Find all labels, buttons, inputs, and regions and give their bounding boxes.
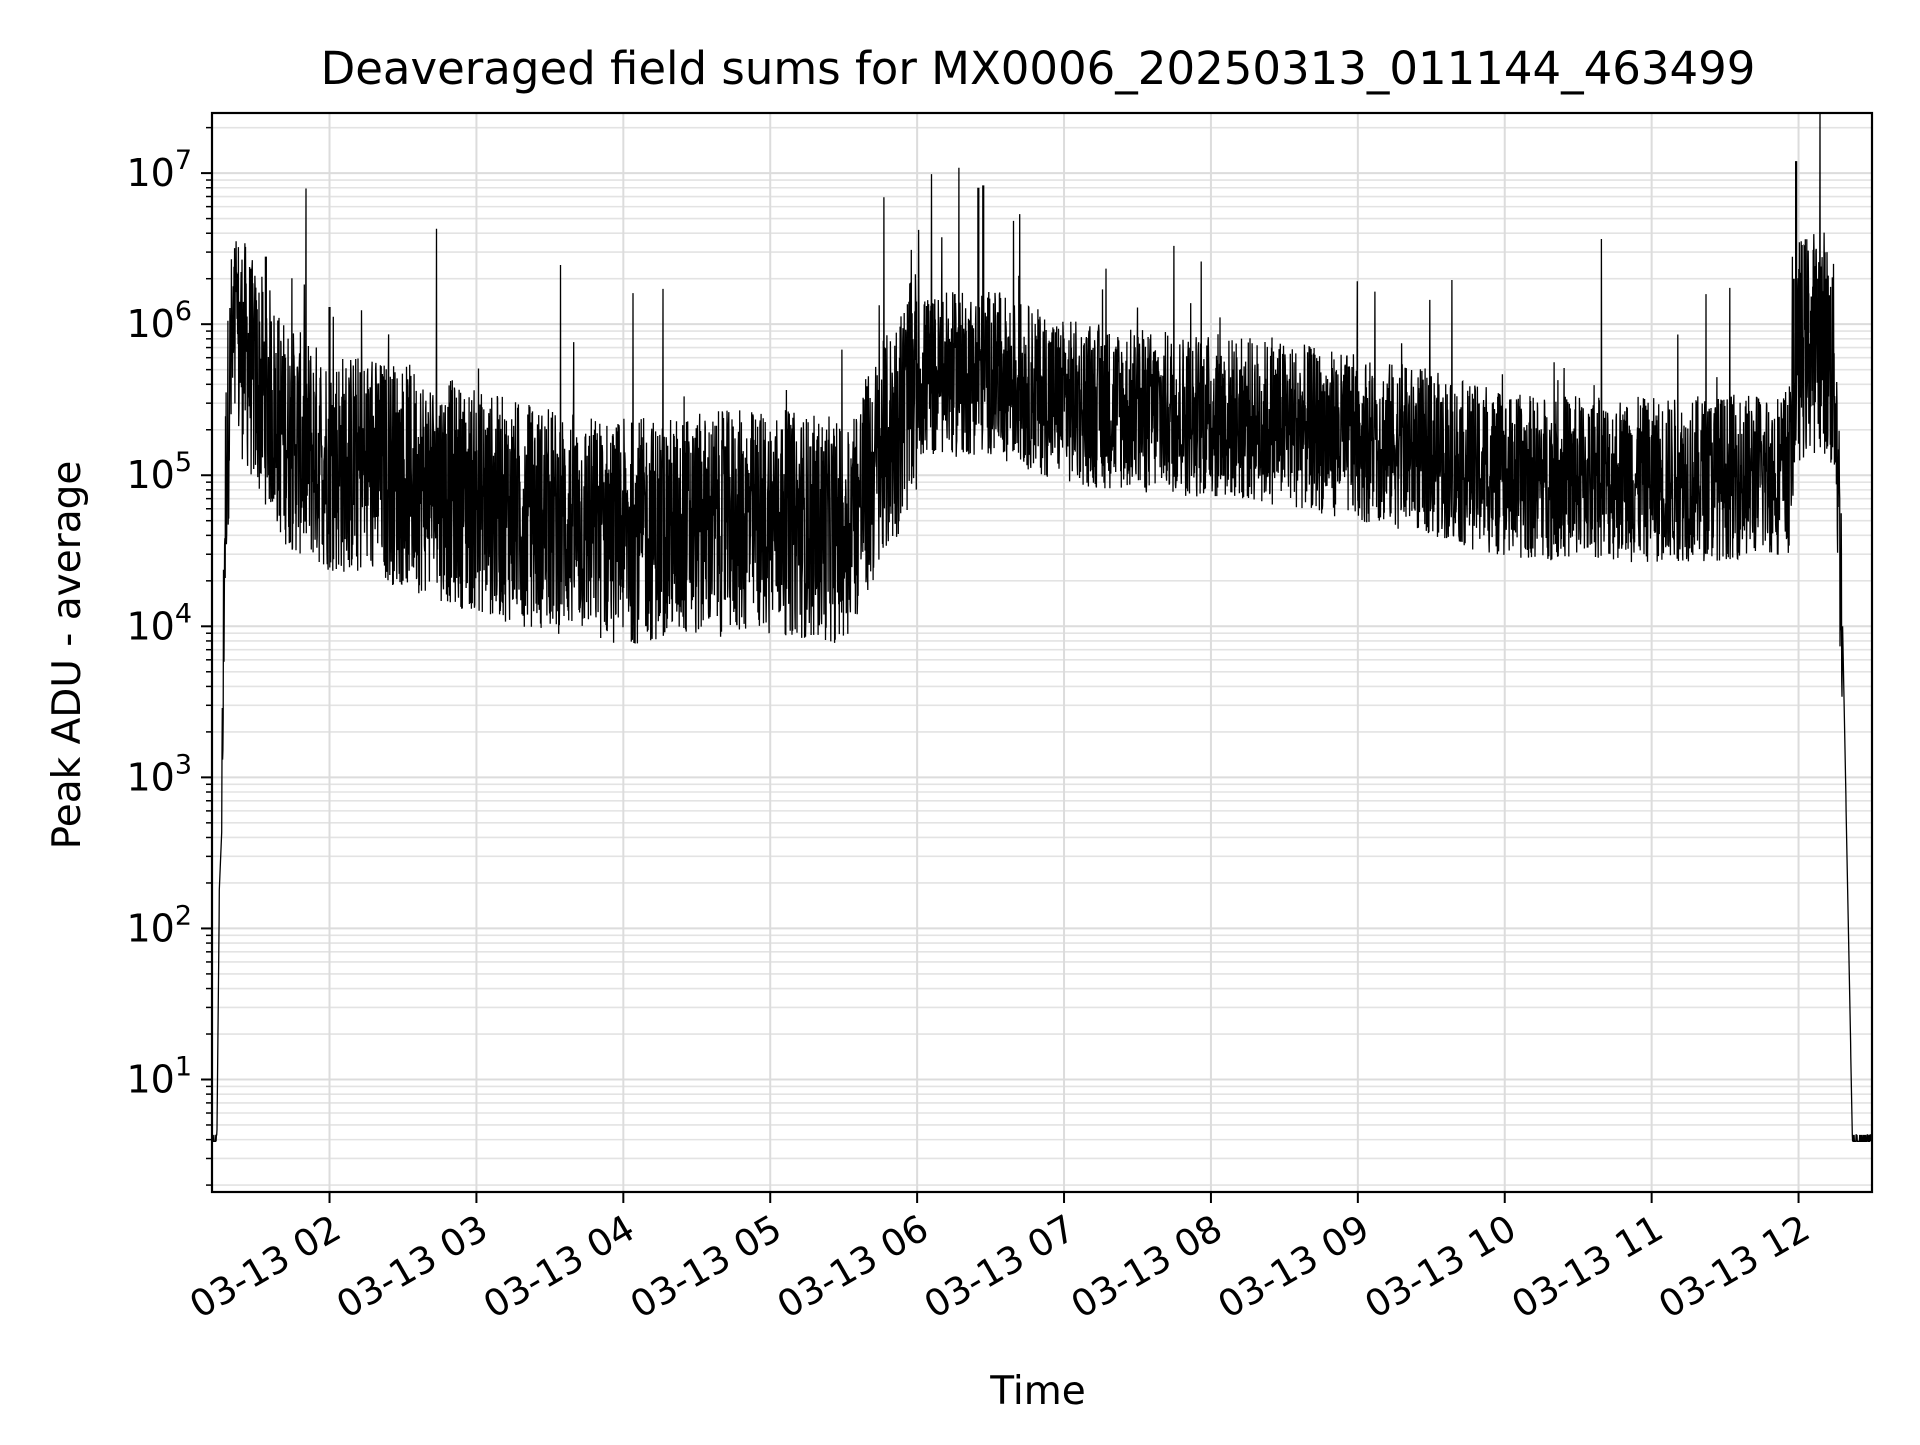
y-tick-label: 104 <box>126 598 192 648</box>
x-axis-label: Time <box>989 1369 1085 1414</box>
y-tick-label: 102 <box>126 900 192 950</box>
y-axis-label: Peak ADU - average <box>45 461 90 850</box>
y-tick-label: 103 <box>126 749 192 799</box>
y-tick-label: 101 <box>126 1051 192 1101</box>
plot-frame <box>210 111 1874 1194</box>
data-layer <box>212 113 1872 1142</box>
y-tick-label: 106 <box>126 296 192 346</box>
y-tick-label: 107 <box>126 145 192 195</box>
series-line <box>212 113 1872 1142</box>
y-tick-label: 105 <box>126 447 192 497</box>
chart-title: Deaveraged field sums for MX0006_2025031… <box>321 42 1756 95</box>
